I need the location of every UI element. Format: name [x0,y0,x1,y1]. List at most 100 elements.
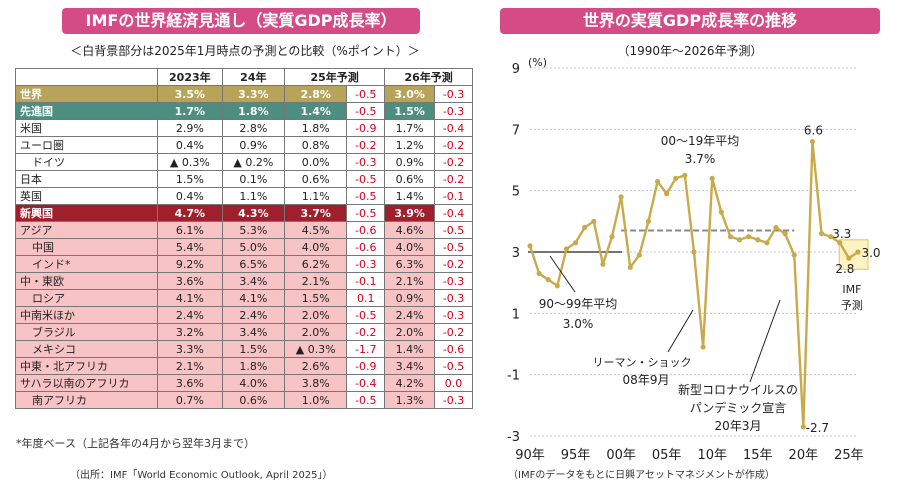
table-header-cell: 26年予測 [384,68,473,86]
cell-d25: -0.2 [346,323,386,341]
x-tick-label: 25年 [834,448,864,463]
cell-v25: 1.1% [284,187,348,205]
cell-v24: 4.3% [221,204,286,222]
cell-v25: 4.0% [284,238,348,256]
data-point [636,252,642,258]
cell-v25: 1.5% [284,289,348,307]
table-row: 新興国 4.7% 4.3% 3.7% -0.5 3.9% -0.4 [15,204,473,222]
cell-d26: -0.4 [434,119,473,137]
cell-d25: -0.5 [346,170,386,188]
covid-label-2: パンデミック宣言 [690,400,787,415]
cell-name: 米国 [15,119,158,137]
table-row: メキシコ 3.3% 1.5% ▲ 0.3% -1.7 1.4% -0.6 [15,340,473,358]
cell-v24: 1.8% [221,357,286,375]
cell-v26: 0.6% [384,170,436,188]
cell-v26: 4.2% [384,374,436,392]
cell-v23: 0.7% [157,391,223,409]
data-point [618,194,624,200]
x-tick-label: 20年 [789,448,819,463]
cell-v24: 5.0% [221,238,286,256]
cell-v25: 0.0% [284,153,348,171]
data-point [700,344,706,350]
forecast-point [855,249,861,255]
cell-v23: 3.5% [157,85,223,103]
data-point [837,240,843,246]
cell-name: メキシコ [15,340,158,358]
cell-v25: 1.0% [284,391,348,409]
cell-v23: 3.6% [157,272,223,290]
data-point [609,234,615,240]
cell-d25: -0.2 [346,136,386,154]
cell-v23: 2.4% [157,306,223,324]
cell-v25: 2.8% [284,85,348,103]
cell-v26: 3.9% [384,204,436,222]
cell-v25: 0.8% [284,136,348,154]
left-source: （出所：IMF「World Economic Outlook, April 20… [70,470,333,481]
cell-d26: -0.1 [434,187,473,205]
avg-label-00s: 00〜19年平均 [661,134,740,148]
table-row: 世界 3.5% 3.3% 2.8% -0.5 3.0% -0.3 [15,85,473,103]
cell-d26: -0.2 [434,170,473,188]
cell-v24: ▲ 0.2% [221,153,286,171]
cell-d25: -0.9 [346,119,386,137]
cell-d26: -0.3 [434,272,473,290]
cell-name: アジア [15,221,158,239]
cell-d26: -0.3 [434,289,473,307]
avg-value-90s: 3.0% [563,317,594,331]
data-point [527,243,533,249]
data-point [809,139,816,145]
cell-v24: 6.5% [221,255,286,273]
data-point [654,178,661,185]
cell-name: ドイツ [15,153,158,171]
cell-v26: 3.4% [384,357,436,375]
peak-label: 6.6 [804,124,823,138]
y-axis-unit: (%) [528,56,547,69]
data-point [800,424,806,430]
lehman-label: リーマン・ショック [593,356,692,369]
data-point [736,237,743,243]
y-tick-label: 5 [512,185,520,200]
x-tick-label: 05年 [652,448,682,463]
cell-d25: -0.6 [346,238,386,256]
data-point [554,283,560,289]
cell-v25: 2.0% [284,323,348,341]
cell-v23: 1.5% [157,170,223,188]
cell-name: サハラ以南のアフリカ [15,374,158,392]
x-tick-label: 00年 [606,448,636,463]
cell-d26: -0.5 [434,357,473,375]
cell-d25: -0.5 [346,187,386,205]
cell-v24: 3.4% [221,272,286,290]
value-2025: 2.8 [835,262,854,276]
cell-name: 中国 [15,238,158,256]
y-tick-label: 1 [512,307,520,322]
cell-v26: 2.4% [384,306,436,324]
avg-label-90s: 90〜99年平均 [539,297,618,311]
data-point [791,252,797,258]
cell-d26: -0.3 [434,102,473,120]
table-row: 中・東欧 3.6% 3.4% 2.1% -0.1 2.1% -0.3 [15,272,473,290]
cell-name: ロシア [15,289,158,307]
data-point [727,234,734,240]
data-point [855,249,861,255]
cell-d25: -0.9 [346,357,386,375]
cell-v23: 5.4% [157,238,223,256]
cell-v26: 1.4% [384,340,436,358]
cell-v23: 0.4% [157,136,223,154]
cell-v25: 2.6% [284,357,348,375]
cell-v26: 1.4% [384,187,436,205]
cell-v24: 3.4% [221,323,286,341]
cell-d25: -0.5 [346,204,386,222]
cell-v24: 1.1% [221,187,286,205]
cell-v26: 1.2% [384,136,436,154]
data-point [746,234,752,240]
table-header-cell: 2023年 [157,68,223,86]
cell-v26: 1.3% [384,391,436,409]
table-row: 中東・北アフリカ 2.1% 1.8% 2.6% -0.9 3.4% -0.5 [15,357,473,375]
cell-v24: 0.6% [221,391,286,409]
cell-name: 中東・北アフリカ [15,357,158,375]
cell-name: ユーロ圏 [15,136,158,154]
cell-d26: -0.2 [434,323,473,341]
covid-date: 20年3月 [715,419,762,433]
cell-v23: 2.9% [157,119,223,137]
cell-v26: 1.7% [384,119,436,137]
